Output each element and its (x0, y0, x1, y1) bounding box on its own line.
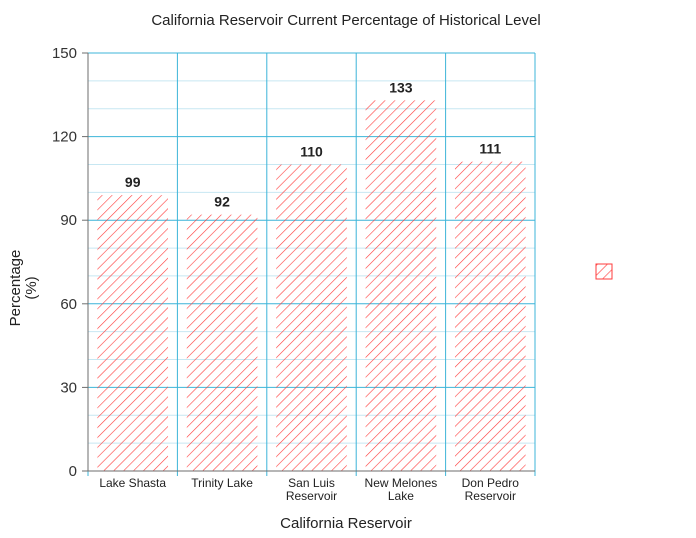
axes (87, 53, 535, 472)
bar (454, 161, 526, 471)
x-tick-label: Lake Shasta (99, 476, 166, 490)
y-tick-labels: 0 30 60 90 120 150 (52, 45, 88, 480)
data-labels: 99 92 110 133 111 (125, 79, 502, 209)
chart-title: California Reservoir Current Percentage … (151, 12, 540, 29)
y-tick-label: 150 (52, 45, 77, 62)
bars-group (97, 100, 526, 472)
data-label: 133 (389, 79, 413, 95)
x-tick-label: Trinity Lake (191, 476, 253, 490)
bar (186, 214, 258, 472)
y-tick-label: 120 (52, 129, 77, 146)
x-category-labels: Lake Shasta Trinity Lake San Luis Reservoir… (99, 476, 519, 503)
y-tick-label: 0 (69, 463, 77, 480)
data-label: 111 (479, 141, 501, 157)
y-axis-title-line: (%) (23, 276, 40, 299)
data-label: 92 (214, 194, 230, 210)
y-tick-label: 60 (60, 296, 77, 313)
bar (276, 164, 347, 471)
y-axis-title-line: Percentage (7, 250, 24, 327)
data-label: 99 (125, 174, 141, 190)
y-axis-title: Percentage (%) (7, 250, 40, 327)
bar (97, 195, 169, 471)
x-tick-label: San Luis Reservoir (286, 476, 337, 503)
legend-swatch (595, 263, 613, 280)
y-tick-label: 30 (60, 379, 77, 396)
x-axis-title: California Reservoir (280, 515, 412, 532)
bar (365, 100, 437, 471)
data-label: 110 (300, 143, 323, 159)
y-tick-label: 90 (60, 212, 77, 229)
x-tick-label: Don Pedro Reservoir (462, 476, 520, 503)
x-tick-label: New Melones Lake (365, 476, 438, 503)
